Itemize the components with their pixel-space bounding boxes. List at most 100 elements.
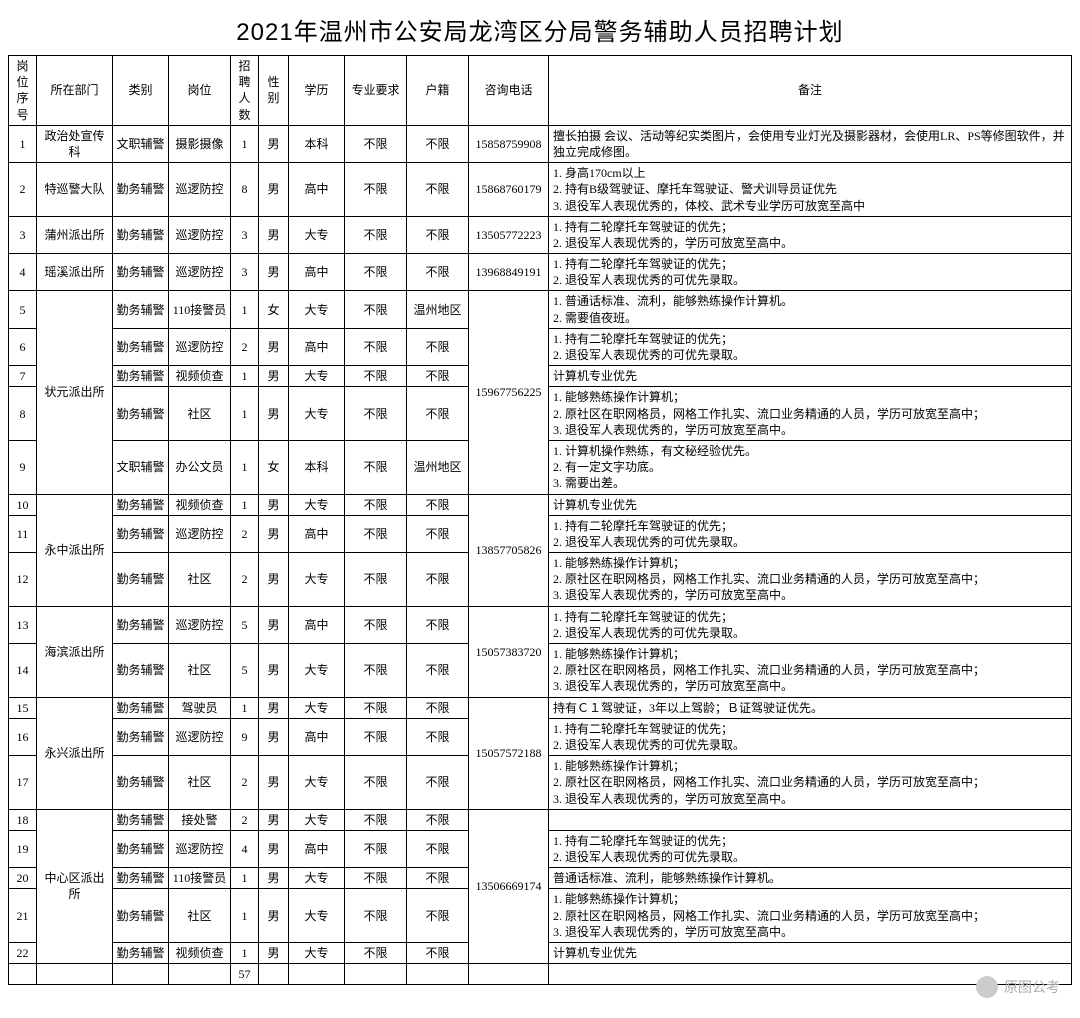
cell-major: 不限 <box>345 606 407 643</box>
wechat-icon <box>976 976 998 998</box>
cell-dept: 中心区派出所 <box>37 809 113 964</box>
cell-note: 1. 能够熟练操作计算机；2. 原社区在职网格员，网格工作扎实、流口业务精通的人… <box>549 553 1072 607</box>
cell-post: 巡逻防控 <box>169 718 231 755</box>
total-blank <box>469 964 549 985</box>
cell-edu: 大专 <box>289 366 345 387</box>
cell-seq: 14 <box>9 644 37 698</box>
cell-seq: 10 <box>9 494 37 515</box>
cell-note: 1. 能够熟练操作计算机；2. 原社区在职网格员，网格工作扎实、流口业务精通的人… <box>549 387 1072 441</box>
cell-dept: 特巡警大队 <box>37 163 113 217</box>
cell-major: 不限 <box>345 515 407 552</box>
col-num: 招聘人数 <box>231 56 259 126</box>
cell-post: 视频侦查 <box>169 494 231 515</box>
cell-major: 不限 <box>345 366 407 387</box>
cell-edu: 大专 <box>289 387 345 441</box>
cell-seq: 7 <box>9 366 37 387</box>
cell-sex: 男 <box>259 216 289 253</box>
cell-edu: 大专 <box>289 216 345 253</box>
cell-major: 不限 <box>345 125 407 162</box>
cell-sex: 男 <box>259 830 289 867</box>
cell-num: 5 <box>231 644 259 698</box>
cell-major: 不限 <box>345 697 407 718</box>
cell-major: 不限 <box>345 216 407 253</box>
col-sex: 性别 <box>259 56 289 126</box>
cell-edu: 大专 <box>289 291 345 328</box>
cell-note: 1. 持有二轮摩托车驾驶证的优先；2. 退役军人表现优秀的可优先录取。 <box>549 254 1072 291</box>
cell-post: 社区 <box>169 756 231 810</box>
cell-sex: 男 <box>259 254 289 291</box>
cell-edu: 本科 <box>289 125 345 162</box>
cell-cat: 勤务辅警 <box>113 809 169 830</box>
cell-major: 不限 <box>345 328 407 365</box>
cell-huji: 不限 <box>407 494 469 515</box>
cell-num: 3 <box>231 216 259 253</box>
cell-cat: 勤务辅警 <box>113 889 169 943</box>
cell-seq: 16 <box>9 718 37 755</box>
col-note: 备注 <box>549 56 1072 126</box>
cell-note: 1. 身高170cm以上2. 持有B级驾驶证、摩托车驾驶证、警犬训导员证优先3.… <box>549 163 1072 217</box>
cell-sex: 男 <box>259 889 289 943</box>
table-row: 3蒲州派出所勤务辅警巡逻防控3男大专不限不限135057722231. 持有二轮… <box>9 216 1072 253</box>
cell-huji: 不限 <box>407 644 469 698</box>
cell-cat: 勤务辅警 <box>113 328 169 365</box>
cell-major: 不限 <box>345 644 407 698</box>
cell-post: 社区 <box>169 644 231 698</box>
cell-huji: 不限 <box>407 553 469 607</box>
cell-post: 接处警 <box>169 809 231 830</box>
cell-num: 1 <box>231 889 259 943</box>
cell-huji: 温州地区 <box>407 440 469 494</box>
cell-post: 社区 <box>169 387 231 441</box>
cell-post: 视频侦查 <box>169 366 231 387</box>
cell-cat: 勤务辅警 <box>113 718 169 755</box>
cell-post: 巡逻防控 <box>169 515 231 552</box>
total-blank <box>9 964 37 985</box>
cell-num: 2 <box>231 515 259 552</box>
cell-post: 社区 <box>169 889 231 943</box>
cell-huji: 不限 <box>407 606 469 643</box>
table-row: 5状元派出所勤务辅警110接警员1女大专不限温州地区159677562251. … <box>9 291 1072 328</box>
cell-edu: 大专 <box>289 494 345 515</box>
table-row: 10永中派出所勤务辅警视频侦查1男大专不限不限13857705826计算机专业优… <box>9 494 1072 515</box>
cell-seq: 6 <box>9 328 37 365</box>
cell-note: 1. 能够熟练操作计算机；2. 原社区在职网格员，网格工作扎实、流口业务精通的人… <box>549 756 1072 810</box>
cell-tel: 13505772223 <box>469 216 549 253</box>
cell-seq: 20 <box>9 868 37 889</box>
cell-num: 5 <box>231 606 259 643</box>
total-count: 57 <box>231 964 259 985</box>
cell-seq: 17 <box>9 756 37 810</box>
cell-edu: 大专 <box>289 697 345 718</box>
cell-huji: 温州地区 <box>407 291 469 328</box>
cell-note: 计算机专业优先 <box>549 366 1072 387</box>
cell-note: 1. 普通话标准、流利，能够熟练操作计算机。2. 需要值夜班。 <box>549 291 1072 328</box>
cell-seq: 2 <box>9 163 37 217</box>
cell-seq: 3 <box>9 216 37 253</box>
cell-note: 1. 持有二轮摩托车驾驶证的优先；2. 退役军人表现优秀的可优先录取。 <box>549 606 1072 643</box>
cell-num: 1 <box>231 125 259 162</box>
cell-post: 驾驶员 <box>169 697 231 718</box>
cell-post: 视频侦查 <box>169 943 231 964</box>
cell-note: 持有Ｃ１驾驶证，3年以上驾龄；Ｂ证驾驶证优先。 <box>549 697 1072 718</box>
cell-edu: 大专 <box>289 756 345 810</box>
cell-sex: 女 <box>259 291 289 328</box>
cell-note: 计算机专业优先 <box>549 494 1072 515</box>
cell-sex: 男 <box>259 328 289 365</box>
cell-cat: 勤务辅警 <box>113 868 169 889</box>
cell-cat: 勤务辅警 <box>113 830 169 867</box>
cell-sex: 男 <box>259 515 289 552</box>
cell-major: 不限 <box>345 553 407 607</box>
cell-seq: 19 <box>9 830 37 867</box>
recruitment-table: 岗位序号 所在部门 类别 岗位 招聘人数 性别 学历 专业要求 户籍 咨询电话 … <box>8 55 1072 985</box>
cell-note: 1. 持有二轮摩托车驾驶证的优先；2. 退役军人表现优秀的，学历可放宽至高中。 <box>549 216 1072 253</box>
cell-num: 9 <box>231 718 259 755</box>
total-row: 57 <box>9 964 1072 985</box>
cell-sex: 男 <box>259 718 289 755</box>
table-row: 15永兴派出所勤务辅警驾驶员1男大专不限不限15057572188持有Ｃ１驾驶证… <box>9 697 1072 718</box>
cell-note: 擅长拍摄 会议、活动等纪实类图片，会使用专业灯光及摄影器材，会使用LR、PS等修… <box>549 125 1072 162</box>
cell-num: 1 <box>231 440 259 494</box>
cell-post: 巡逻防控 <box>169 606 231 643</box>
col-major: 专业要求 <box>345 56 407 126</box>
cell-num: 1 <box>231 943 259 964</box>
col-post: 岗位 <box>169 56 231 126</box>
cell-num: 8 <box>231 163 259 217</box>
table-header-row: 岗位序号 所在部门 类别 岗位 招聘人数 性别 学历 专业要求 户籍 咨询电话 … <box>9 56 1072 126</box>
